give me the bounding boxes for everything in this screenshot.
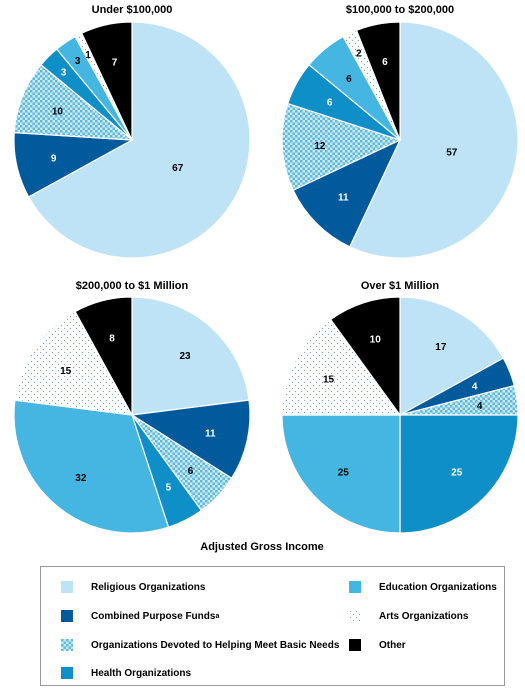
pie-slice-label: 10 bbox=[52, 106, 64, 117]
legend-item-other: Other bbox=[349, 639, 406, 651]
pie-slice-label: 4 bbox=[477, 401, 483, 412]
pie-title: Over $1 Million bbox=[361, 280, 440, 292]
pie-slice-label: 6 bbox=[188, 466, 194, 477]
legend: Religious Organizations Combined Purpose… bbox=[40, 566, 505, 686]
pie-chart-2: $100,000 to $200,000 57 11 12 6 6 2 6 bbox=[281, 4, 519, 259]
pie-slice-label: 23 bbox=[180, 351, 192, 362]
pie-slice-other bbox=[329, 296, 401, 417]
pie-slice-other bbox=[74, 296, 133, 416]
legend-swatch-other bbox=[349, 639, 361, 651]
pie-title: Under $100,000 bbox=[92, 4, 173, 16]
legend-item-combined: Combined Purpose Funds a bbox=[61, 610, 219, 622]
legend-item-education: Education Organizations bbox=[349, 581, 497, 593]
pie-slice-label: 6 bbox=[327, 97, 333, 108]
pie-slice-label: 8 bbox=[109, 333, 115, 344]
legend-swatch-health bbox=[61, 667, 73, 679]
legend-swatch-combined bbox=[61, 610, 73, 622]
pie-slice-religious bbox=[27, 21, 251, 259]
pie-slice-label: 32 bbox=[75, 473, 87, 484]
legend-swatch-arts bbox=[349, 610, 361, 622]
legend-item-health: Health Organizations bbox=[61, 667, 191, 679]
legend-label: Health Organizations bbox=[91, 667, 192, 679]
legend-label: Other bbox=[379, 639, 406, 651]
legend-label: Education Organizations bbox=[379, 581, 497, 593]
legend-label: Organizations Devoted to Helping Meet Ba… bbox=[91, 639, 340, 651]
legend-swatch-religious bbox=[61, 581, 73, 593]
pie-slice-education bbox=[281, 414, 401, 534]
legend-item-religious: Religious Organizations bbox=[61, 581, 205, 593]
legend-item-arts: Arts Organizations bbox=[349, 610, 468, 622]
pie-chart-3: $200,000 to $1 Million 23 11 6 5 32 15 8 bbox=[13, 280, 251, 534]
legend-item-basic-needs: Organizations Devoted to Helping Meet Ba… bbox=[61, 639, 339, 651]
pie-slice-label: 3 bbox=[75, 56, 81, 67]
legend-label: Combined Purpose Funds bbox=[91, 610, 216, 622]
pie-slice-label: 2 bbox=[356, 48, 362, 59]
pie-title: $100,000 to $200,000 bbox=[346, 4, 454, 16]
pie-slice-combined bbox=[292, 138, 402, 248]
pie-slice-combined bbox=[130, 399, 251, 480]
pie-slice-label: 15 bbox=[323, 375, 335, 386]
pie-slice-label: 4 bbox=[472, 381, 478, 392]
pie-slice-label: 11 bbox=[205, 429, 216, 440]
pie-slice-basic-needs bbox=[281, 102, 402, 192]
pie-slice-other bbox=[355, 21, 401, 141]
pie-slice-education bbox=[13, 399, 170, 534]
pie-slice-label: 5 bbox=[166, 482, 172, 493]
pie-slice-arts bbox=[14, 310, 134, 416]
pie-slice-label: 6 bbox=[346, 74, 352, 85]
pie-slice-label: 15 bbox=[60, 366, 72, 377]
pie-slice-basic-needs bbox=[13, 63, 134, 141]
pie-title: $200,000 to $1 Million bbox=[76, 280, 189, 292]
legend-label: Arts Organizations bbox=[379, 610, 469, 622]
pie-slice-label: 17 bbox=[435, 342, 447, 353]
pie-slice-label: 7 bbox=[112, 58, 118, 69]
x-axis-label: Adjusted Gross Income bbox=[200, 541, 323, 553]
pie-slice-label: 25 bbox=[338, 468, 350, 479]
pie-slice-label: 11 bbox=[338, 193, 349, 204]
pie-chart-4: Over $1 Million 17 4 4 25 25 15 10 bbox=[281, 280, 519, 534]
pie-slice-religious bbox=[131, 296, 250, 416]
pie-slice-label: 12 bbox=[314, 141, 326, 152]
pie-slice-label: 9 bbox=[51, 154, 57, 165]
legend-swatch-basic-needs bbox=[61, 639, 73, 651]
pie-slice-label: 1 bbox=[85, 50, 91, 61]
legend-label: Religious Organizations bbox=[91, 581, 206, 593]
pie-slice-religious bbox=[348, 21, 519, 259]
pie-slice-label: 25 bbox=[451, 468, 463, 479]
pie-slice-religious bbox=[399, 296, 505, 417]
pie-slice-arts bbox=[281, 318, 402, 416]
legend-swatch-education bbox=[349, 581, 361, 593]
pie-slice-label: 57 bbox=[446, 148, 458, 159]
pie-slice-label: 67 bbox=[172, 163, 184, 174]
pie-slice-label: 3 bbox=[61, 68, 67, 79]
pie-slice-health bbox=[399, 414, 519, 534]
pie-slice-label: 6 bbox=[382, 57, 388, 68]
pie-slice-label: 10 bbox=[370, 335, 382, 346]
pie-slice-other bbox=[80, 21, 133, 141]
legend-footnote-marker: a bbox=[215, 612, 220, 620]
